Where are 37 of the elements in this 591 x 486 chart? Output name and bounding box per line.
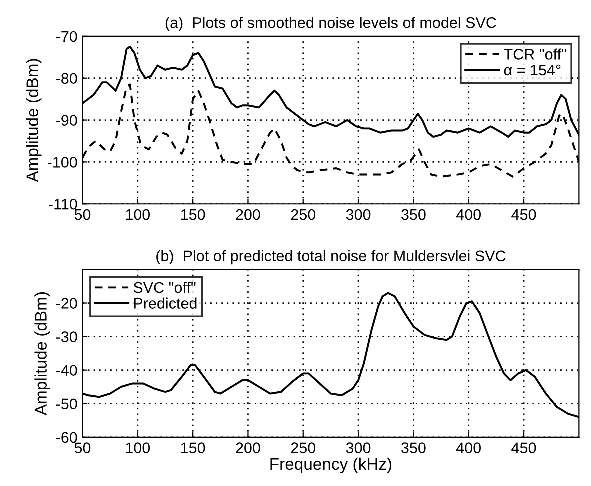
x-tick-label: 350 [402,442,426,454]
y-tick-label: -60 [56,432,78,444]
x-tick-label: 450 [512,209,536,220]
y-tick-label: -20 [56,298,78,309]
x-tick-label: 300 [346,209,371,220]
x-tick-label: 200 [236,209,260,220]
chart-title: (b) Plot of predicted total noise for Muldersvlei SVC [156,250,506,265]
x-tick-label: 150 [181,442,206,454]
x-tick-label: 250 [291,209,316,220]
x-tick-label: 50 [74,209,91,220]
y-tick-label: -80 [56,73,78,84]
y-tick-label: -40 [56,365,78,376]
x-axis-title: Frequency (kHz) [270,458,392,474]
y-tick-label: -50 [56,398,78,410]
y-tick-label: -90 [56,115,78,126]
x-tick-label: 50 [74,442,91,454]
y-tick-label: -30 [56,332,78,342]
x-tick-label: 100 [126,442,150,454]
x-tick-label: 350 [402,209,426,220]
chart-title: (a) Plots of smoothed noise levels of model SVC [166,17,496,32]
y-axis-title: Amplitude (dBm) [34,292,50,416]
y-axis-title: Amplitude (dBm) [26,59,42,182]
y-tick-label: -110 [49,198,78,210]
y-tick-label: -100 [48,157,78,168]
legend-label: SVC "off" [134,282,196,294]
legend-label: Predicted [134,298,197,309]
x-tick-label: 150 [181,209,206,220]
x-tick-label: 250 [291,442,316,454]
x-tick-label: 200 [236,442,260,454]
legend-label: TCR "off" [504,48,566,60]
y-tick-label: -70 [56,31,78,42]
x-tick-label: 400 [456,442,482,454]
x-tick-label: 300 [346,442,371,454]
x-tick-label: 450 [512,442,536,454]
x-tick-label: 100 [126,209,150,220]
x-tick-label: 400 [456,209,482,220]
legend-label: α = 154° [504,64,561,76]
